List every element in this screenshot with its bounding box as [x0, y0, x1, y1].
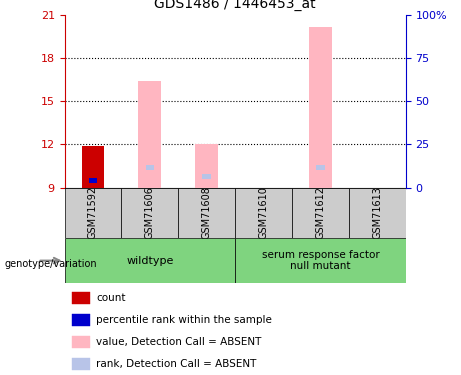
Text: GSM71610: GSM71610	[259, 186, 269, 239]
Bar	[82, 146, 104, 188]
Bar	[202, 174, 211, 179]
Text: count: count	[96, 293, 126, 303]
Text: GSM71612: GSM71612	[315, 186, 325, 239]
Bar	[65, 188, 121, 238]
Bar	[72, 358, 90, 370]
Bar	[349, 188, 406, 238]
Text: wildtype: wildtype	[126, 256, 173, 266]
Bar	[121, 188, 178, 238]
Bar	[195, 144, 218, 188]
Text: GSM71608: GSM71608	[201, 186, 212, 239]
Bar	[72, 314, 90, 326]
Text: rank, Detection Call = ABSENT: rank, Detection Call = ABSENT	[96, 359, 257, 369]
Bar	[72, 336, 90, 348]
Bar	[72, 292, 90, 304]
Bar	[235, 188, 292, 238]
Text: value, Detection Call = ABSENT: value, Detection Call = ABSENT	[96, 337, 262, 347]
Bar	[89, 178, 97, 183]
Bar	[138, 81, 161, 188]
Text: serum response factor
null mutant: serum response factor null mutant	[261, 250, 379, 272]
Text: percentile rank within the sample: percentile rank within the sample	[96, 315, 272, 325]
Bar	[316, 165, 325, 170]
Bar	[292, 188, 349, 238]
Text: GSM71606: GSM71606	[145, 186, 155, 239]
Bar	[146, 165, 154, 170]
Bar	[178, 188, 235, 238]
Bar	[65, 238, 235, 283]
Text: GSM71592: GSM71592	[88, 186, 98, 239]
Bar	[309, 27, 332, 188]
Text: GSM71613: GSM71613	[372, 186, 382, 239]
Text: genotype/variation: genotype/variation	[5, 260, 97, 269]
Bar	[235, 238, 406, 283]
Title: GDS1486 / 1446453_at: GDS1486 / 1446453_at	[154, 0, 316, 11]
